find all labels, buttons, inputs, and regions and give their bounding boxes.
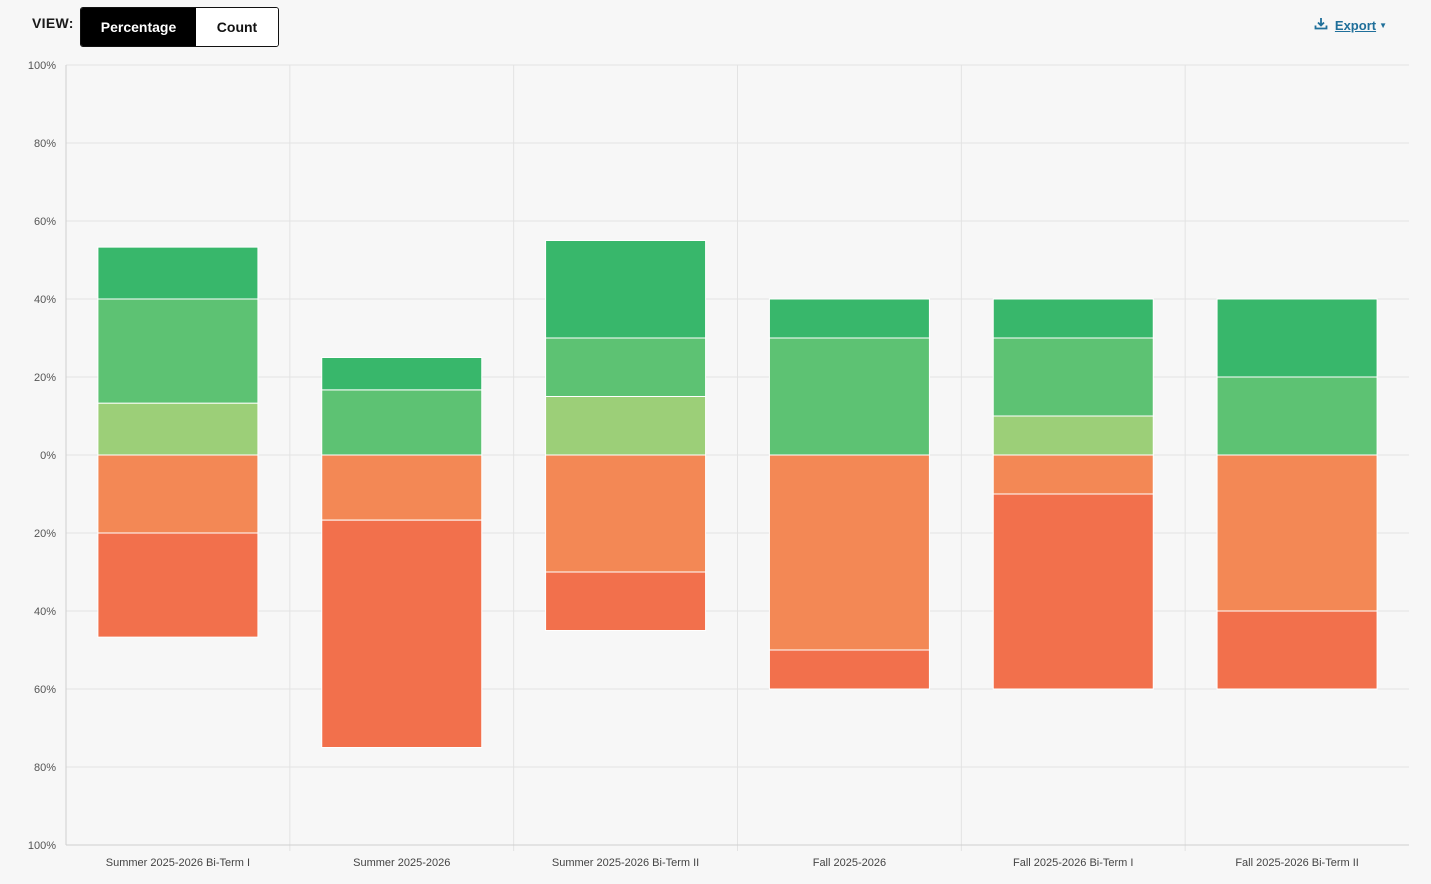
bar-segment	[545, 337, 707, 397]
bar-segment	[992, 298, 1154, 339]
export-label: Export	[1334, 17, 1377, 33]
bar-segment	[97, 246, 259, 300]
x-tick-label: Fall 2025-2026 Bi-Term II	[1235, 857, 1359, 869]
bar-segment	[992, 493, 1154, 690]
y-tick-label: 60%	[34, 684, 56, 696]
export-button[interactable]: Export ▼	[1314, 17, 1387, 33]
y-tick-label: 100%	[28, 840, 56, 852]
y-tick-label: 80%	[34, 138, 56, 150]
y-tick-label: 100%	[28, 60, 56, 72]
x-tick-label: Summer 2025-2026 Bi-Term I	[106, 857, 250, 869]
view-label: VIEW:	[32, 15, 74, 31]
download-icon	[1314, 17, 1328, 33]
bar-segment	[97, 454, 259, 534]
x-tick-label: Fall 2025-2026 Bi-Term I	[1013, 857, 1133, 869]
bar-segment	[545, 240, 707, 339]
bar-segment	[321, 357, 483, 391]
x-tick-label: Fall 2025-2026	[813, 857, 886, 869]
y-tick-label: 40%	[34, 606, 56, 618]
bar-segment	[992, 337, 1154, 417]
y-tick-label: 20%	[34, 372, 56, 384]
bar-segment	[1216, 454, 1378, 612]
count-button[interactable]: Count	[196, 8, 278, 46]
bar-segment	[97, 402, 259, 456]
bar-segment	[321, 389, 483, 456]
bar-segment	[992, 454, 1154, 495]
y-tick-label: 80%	[34, 762, 56, 774]
percentage-button[interactable]: Percentage	[81, 8, 196, 46]
bar-segment	[768, 649, 930, 690]
bar-segment	[1216, 376, 1378, 456]
bar-segment	[97, 532, 259, 638]
bar-segment	[768, 337, 930, 456]
y-tick-label: 0%	[40, 450, 56, 462]
bar-segment	[768, 298, 930, 339]
bar-segment	[1216, 298, 1378, 378]
y-tick-label: 20%	[34, 528, 56, 540]
y-tick-label: 40%	[34, 294, 56, 306]
bar-segment	[545, 454, 707, 573]
bar-segment	[97, 298, 259, 404]
bar-segment	[545, 396, 707, 456]
view-toggle: Percentage Count	[80, 7, 279, 47]
toolbar: VIEW: Percentage Count Export ▼	[0, 0, 1431, 56]
bar-segment	[321, 454, 483, 521]
bar-segment	[768, 454, 930, 651]
y-tick-label: 60%	[34, 216, 56, 228]
x-tick-label: Summer 2025-2026	[353, 857, 450, 869]
x-tick-label: Summer 2025-2026 Bi-Term II	[552, 857, 699, 869]
chevron-down-icon: ▼	[1379, 20, 1387, 30]
bar-segment	[992, 415, 1154, 456]
bar-segment	[321, 519, 483, 748]
bar-segment	[1216, 610, 1378, 690]
bar-segment	[545, 571, 707, 631]
